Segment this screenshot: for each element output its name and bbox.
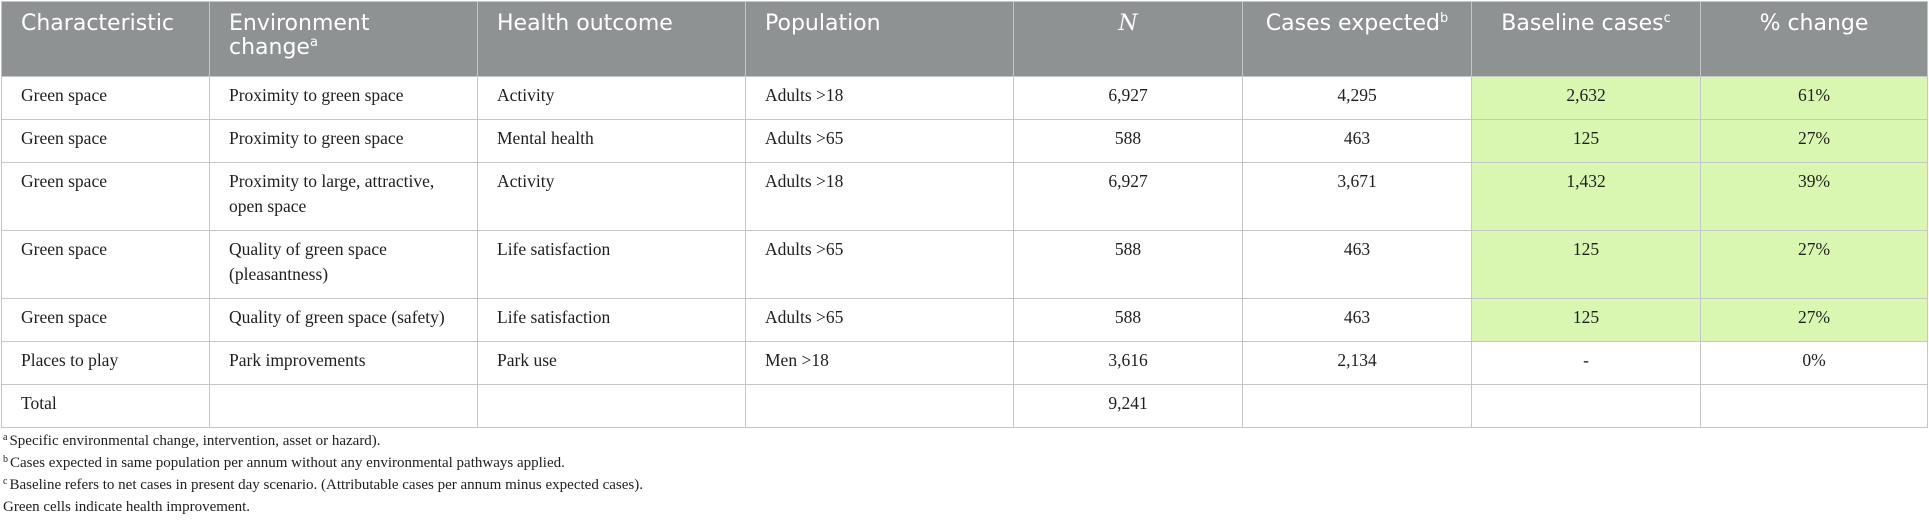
- cell-n: 9,241: [1013, 384, 1243, 428]
- table-row: Green space Proximity to large, attracti…: [1, 162, 1928, 231]
- cell-n: 3,616: [1013, 341, 1243, 385]
- cell-environment-change: Proximity to green space: [209, 119, 478, 163]
- footnote-mark: a: [3, 432, 8, 443]
- header-characteristic: Characteristic: [1, 1, 210, 77]
- cell-environment-change: Quality of green space (pleasantness): [209, 230, 478, 299]
- cell-population: Men >18: [745, 341, 1014, 385]
- cell-baseline-cases: 2,632: [1471, 76, 1701, 120]
- cell-pct-change: 61%: [1700, 76, 1928, 120]
- cell-characteristic: Green space: [1, 230, 210, 299]
- cell-baseline-cases: 125: [1471, 298, 1701, 342]
- cell-pct-change: 39%: [1700, 162, 1928, 231]
- cell-health-outcome: Life satisfaction: [477, 298, 746, 342]
- footnote-mark: b: [3, 454, 8, 465]
- header-pct-change: % change: [1700, 1, 1928, 77]
- cell-n: 6,927: [1013, 162, 1243, 231]
- cell-population: Adults >65: [745, 119, 1014, 163]
- cell-environment-change: Proximity to large, attractive, open spa…: [209, 162, 478, 231]
- header-row: Characteristic Environment changea Healt…: [1, 1, 1928, 77]
- cell-baseline-cases: -: [1471, 341, 1701, 385]
- table-row: Places to play Park improvements Park us…: [1, 341, 1928, 385]
- cell-n: 588: [1013, 230, 1243, 299]
- footnote-mark-b: b: [1439, 11, 1449, 26]
- cell-health-outcome: Mental health: [477, 119, 746, 163]
- cell-characteristic: Green space: [1, 298, 210, 342]
- header-baseline-cases: Baseline casesc: [1471, 1, 1701, 77]
- header-population: Population: [745, 1, 1014, 77]
- cell-characteristic: Green space: [1, 162, 210, 231]
- footnote-mark-c: c: [1663, 11, 1671, 26]
- cell-cases-expected: 463: [1242, 119, 1472, 163]
- header-health-outcome: Health outcome: [477, 1, 746, 77]
- footnote-c: c Baseline refers to net cases in present…: [3, 474, 643, 496]
- header-n: N: [1013, 1, 1243, 77]
- footnote-text: Baseline refers to net cases in present …: [9, 477, 643, 493]
- cell-characteristic: Green space: [1, 76, 210, 120]
- cell-population: Adults >18: [745, 76, 1014, 120]
- footnote-a: a Specific environmental change, interven…: [3, 430, 643, 452]
- table-row: Green space Proximity to green space Men…: [1, 119, 1928, 163]
- footnote-b: b Cases expected in same population per a…: [3, 452, 643, 474]
- cell-environment-change: Quality of green space (safety): [209, 298, 478, 342]
- cell-health-outcome: Park use: [477, 341, 746, 385]
- cell-n: 6,927: [1013, 76, 1243, 120]
- cell-characteristic: Places to play: [1, 341, 210, 385]
- cell-cases-expected: 2,134: [1242, 341, 1472, 385]
- cell-health-outcome: Activity: [477, 162, 746, 231]
- cell-cases-expected: 463: [1242, 230, 1472, 299]
- cell-cases-expected: 463: [1242, 298, 1472, 342]
- header-cases-expected: Cases expectedb: [1242, 1, 1472, 77]
- cell-baseline-cases: 1,432: [1471, 162, 1701, 231]
- cell-pct-change: 27%: [1700, 119, 1928, 163]
- cell-pct-change: [1700, 384, 1928, 428]
- cell-population: [745, 384, 1014, 428]
- cell-environment-change: Park improvements: [209, 341, 478, 385]
- cell-pct-change: 27%: [1700, 230, 1928, 299]
- total-row: Total 9,241: [1, 384, 1928, 428]
- footnote-green-cells: Green cells indicate health improvement.: [3, 496, 643, 518]
- footnote-text: Specific environmental change, intervent…: [9, 433, 381, 449]
- cell-population: Adults >65: [745, 298, 1014, 342]
- cell-environment-change: [209, 384, 478, 428]
- cell-health-outcome: [477, 384, 746, 428]
- cell-population: Adults >65: [745, 230, 1014, 299]
- cell-cases-expected: [1242, 384, 1472, 428]
- header-environment-change: Environment changea: [209, 1, 478, 77]
- cell-health-outcome: Activity: [477, 76, 746, 120]
- footnote-mark: c: [3, 476, 8, 487]
- cell-health-outcome: Life satisfaction: [477, 230, 746, 299]
- results-table: Characteristic Environment changea Healt…: [1, 1, 1928, 428]
- cell-characteristic: Green space: [1, 119, 210, 163]
- footnote-text: Cases expected in same population per an…: [10, 455, 565, 471]
- footnote-text: Green cells indicate health improvement.: [3, 499, 250, 515]
- cell-n: 588: [1013, 298, 1243, 342]
- cell-cases-expected: 4,295: [1242, 76, 1472, 120]
- cell-characteristic: Total: [1, 384, 210, 428]
- cell-population: Adults >18: [745, 162, 1014, 231]
- table-row: Green space Quality of green space (safe…: [1, 298, 1928, 342]
- cell-pct-change: 0%: [1700, 341, 1928, 385]
- cell-baseline-cases: 125: [1471, 230, 1701, 299]
- cell-pct-change: 27%: [1700, 298, 1928, 342]
- cell-environment-change: Proximity to green space: [209, 76, 478, 120]
- footnote-mark-a: a: [309, 35, 318, 50]
- cell-baseline-cases: [1471, 384, 1701, 428]
- table-row: Green space Quality of green space (plea…: [1, 230, 1928, 299]
- table-footnotes: a Specific environmental change, interven…: [3, 430, 643, 518]
- table-row: Green space Proximity to green space Act…: [1, 76, 1928, 120]
- cell-n: 588: [1013, 119, 1243, 163]
- cell-baseline-cases: 125: [1471, 119, 1701, 163]
- cell-cases-expected: 3,671: [1242, 162, 1472, 231]
